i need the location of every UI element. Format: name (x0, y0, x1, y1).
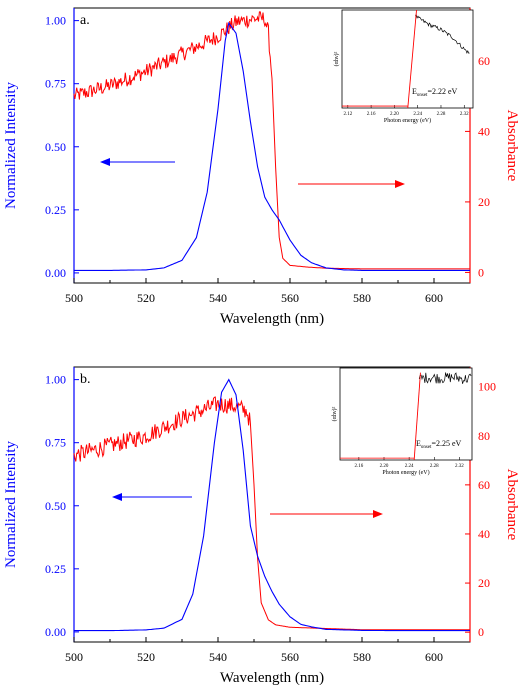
panel-label: a. (80, 13, 90, 28)
left-y-tick-label: 0.75 (45, 436, 66, 450)
right-y-tick-label: 100 (478, 380, 496, 394)
left-y-tick-label: 0.50 (45, 140, 66, 154)
inset-x-tick-label: 2.20 (380, 464, 389, 469)
right-y-axis-label: Absorbance (504, 469, 520, 541)
onset-subscript: onset (421, 445, 432, 450)
panel-label: b. (80, 372, 91, 387)
x-tick-label: 540 (209, 650, 227, 664)
inset-onset-label: Eonset=2.22 eV (412, 87, 458, 98)
absorbance-line (73, 396, 470, 631)
x-tick-label: 500 (65, 650, 83, 664)
inset-y-axis-label: (αhν)² (333, 51, 340, 66)
inset-x-tick-label: 2.32 (455, 464, 464, 469)
inset-x-axis-label: Photon energy (eV) (382, 469, 429, 476)
left-y-tick-label: 1.00 (45, 373, 66, 387)
inset-frame (339, 367, 473, 461)
absorbance-arrow-head (395, 180, 405, 188)
emission-arrow-head (100, 158, 110, 166)
left-y-axis-label: Normalized Intensity (3, 81, 19, 209)
left-y-axis-label: Normalized Intensity (3, 440, 19, 568)
x-tick-label: 520 (137, 650, 155, 664)
x-tick-label: 520 (137, 291, 155, 305)
inset-chart: 2.16 2.20 2.24 2.28 2.32 Photon energy (eV) (α… (331, 367, 473, 476)
inset-data-line (418, 372, 472, 384)
inset-data-line (415, 13, 470, 54)
right-y-tick-label: 0 (478, 625, 484, 639)
x-tick-label: 580 (353, 650, 371, 664)
right-y-axis-label: Absorbance (504, 110, 520, 182)
inset-x-tick-label: 2.28 (437, 112, 446, 117)
emission-line (74, 378, 470, 632)
left-y-tick-label: 0.00 (45, 625, 66, 639)
inset-x-tick-label: 2.12 (343, 112, 352, 117)
x-axis-label: Wavelength (nm) (220, 311, 324, 327)
left-y-tick-label: 0.50 (45, 499, 66, 513)
onset-symbol: E (412, 87, 417, 96)
x-tick-label: 560 (281, 291, 299, 305)
x-tick-label: 540 (209, 291, 227, 305)
absorbance-arrow-head (373, 510, 383, 518)
inset-y-axis-label: (αhν)² (331, 406, 338, 421)
right-y-tick-label: 20 (478, 576, 490, 590)
inset-x-axis-label: Photon energy (eV) (384, 117, 431, 124)
inset-onset-label: Eonset=2.25 eV (416, 439, 462, 450)
x-tick-label: 580 (353, 291, 371, 305)
x-axis-label: Wavelength (nm) (220, 670, 324, 685)
right-y-tick-label: 0 (478, 265, 484, 279)
right-y-tick-label: 40 (478, 124, 490, 138)
inset-x-tick-label: 2.24 (405, 464, 414, 469)
inset-chart: 2.12 2.16 2.20 2.24 2.28 2.32 Photon energy (e… (333, 9, 474, 124)
left-y-tick-label: 0.25 (45, 562, 66, 576)
chart-panel-1: 500 520 540 560 580 600 0.00 0.25 0.50 0.75 1.00 0 2… (3, 7, 520, 327)
inset-x-tick-label: 2.28 (430, 464, 439, 469)
x-tick-label: 600 (425, 650, 443, 664)
onset-symbol: E (416, 439, 421, 448)
right-y-tick-label: 40 (478, 527, 490, 541)
inset-fit-line (413, 372, 421, 461)
right-y-tick-label: 20 (478, 195, 490, 209)
right-y-tick-label: 60 (478, 54, 490, 68)
inset-frame (341, 9, 474, 109)
absorbance-line (73, 11, 470, 270)
left-y-tick-label: 1.00 (45, 14, 66, 28)
chart-panel-2: 500 520 540 560 580 600 0.00 0.25 0.50 0.75 1.00 0 2… (3, 366, 520, 685)
x-tick-label: 500 (65, 291, 83, 305)
inset-x-tick-label: 2.20 (390, 112, 399, 117)
right-y-tick-label: 80 (478, 429, 490, 443)
x-tick-label: 560 (281, 650, 299, 664)
x-tick-label: 600 (425, 291, 443, 305)
onset-value: =2.22 eV (427, 87, 457, 96)
left-y-tick-label: 0.75 (45, 77, 66, 91)
emission-line (74, 21, 470, 271)
inset-x-tick-label: 2.24 (413, 112, 422, 117)
inset-x-tick-label: 2.32 (460, 112, 469, 117)
onset-subscript: onset (417, 93, 428, 98)
left-y-tick-label: 0.00 (45, 266, 66, 280)
inset-fit-line (407, 9, 417, 109)
inset-x-tick-label: 2.16 (354, 464, 363, 469)
right-y-tick-label: 60 (478, 478, 490, 492)
inset-x-tick-label: 2.16 (367, 112, 376, 117)
emission-arrow-head (112, 493, 122, 501)
onset-value: =2.25 eV (431, 439, 461, 448)
left-y-tick-label: 0.25 (45, 203, 66, 217)
